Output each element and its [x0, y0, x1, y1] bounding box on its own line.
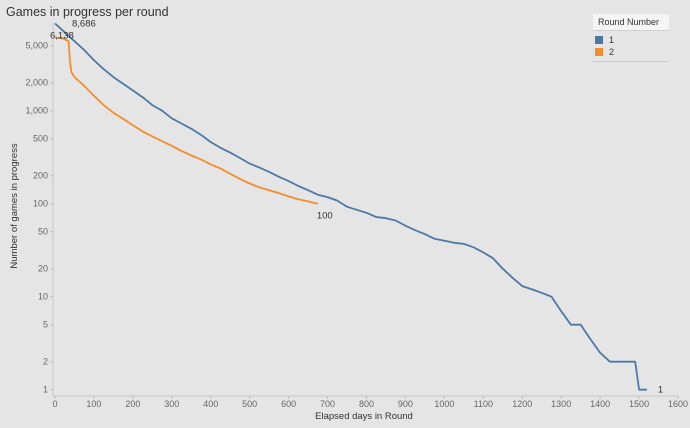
series-line-round-2: [54, 36, 319, 205]
x-tick-label: 600: [281, 399, 296, 409]
x-tick-label: 300: [164, 399, 179, 409]
y-tick-label: 2: [43, 357, 48, 367]
y-tick-label: 10: [38, 292, 48, 302]
start-label-round-1: 8,686: [72, 18, 96, 29]
y-tick-label: 1,000: [25, 106, 48, 116]
x-tick-label: 1300: [551, 399, 571, 409]
y-tick-label: 5: [43, 320, 48, 330]
y-tick-label: 20: [38, 264, 48, 274]
legend: Round Number 1 2: [593, 14, 669, 62]
series-line-round-1: [54, 22, 647, 391]
x-tick-label: 200: [125, 399, 140, 409]
series-group: [54, 22, 647, 391]
start-label-round-2: 6,138: [50, 30, 74, 41]
end-label-round-1: 1: [658, 385, 663, 396]
legend-label-round-1: 1: [609, 35, 615, 45]
x-axis-label: Elapsed days in Round: [315, 411, 413, 422]
x-tick-label: 1400: [590, 399, 610, 409]
x-tick-label: 700: [320, 399, 335, 409]
x-tick-label: 100: [86, 399, 101, 409]
chart-title: Games in progress per round: [6, 5, 169, 19]
x-tick-label: 1600: [668, 399, 688, 409]
legend-divider: [593, 61, 669, 62]
x-tick-label: 1200: [512, 399, 532, 409]
y-tick-label: 200: [33, 171, 48, 181]
y-axis-label: Number of games in progress: [9, 143, 20, 268]
x-tick-label: 900: [398, 399, 413, 409]
legend-swatch-round-1: [595, 36, 603, 44]
x-tick-label: 1000: [434, 399, 454, 409]
y-tick-label: 100: [33, 199, 48, 209]
y-tick-label: 500: [33, 134, 48, 144]
y-tick-label: 1: [43, 385, 48, 395]
x-tick-label: 800: [359, 399, 374, 409]
end-label-round-2: 100: [317, 211, 333, 222]
x-tick-label: 1100: [474, 399, 493, 409]
y-tick-label: 50: [38, 227, 48, 237]
x-tick-label: 1500: [629, 399, 649, 409]
legend-swatch-round-2: [595, 48, 603, 56]
legend-label-round-2: 2: [609, 47, 615, 57]
legend-item-round-2[interactable]: 2: [593, 46, 669, 58]
x-tick-label: 500: [242, 399, 257, 409]
y-tick-label: 5,000: [25, 41, 48, 51]
x-tick-label: 0: [52, 399, 57, 409]
y-tick-label: 2,000: [25, 78, 48, 88]
legend-item-round-1[interactable]: 1: [593, 34, 669, 46]
axes-group: 0 100 200 300 400 500 600 700 800 900 1000 1100 1200…: [25, 22, 688, 409]
legend-title: Round Number: [593, 14, 669, 31]
x-tick-label: 400: [203, 399, 218, 409]
